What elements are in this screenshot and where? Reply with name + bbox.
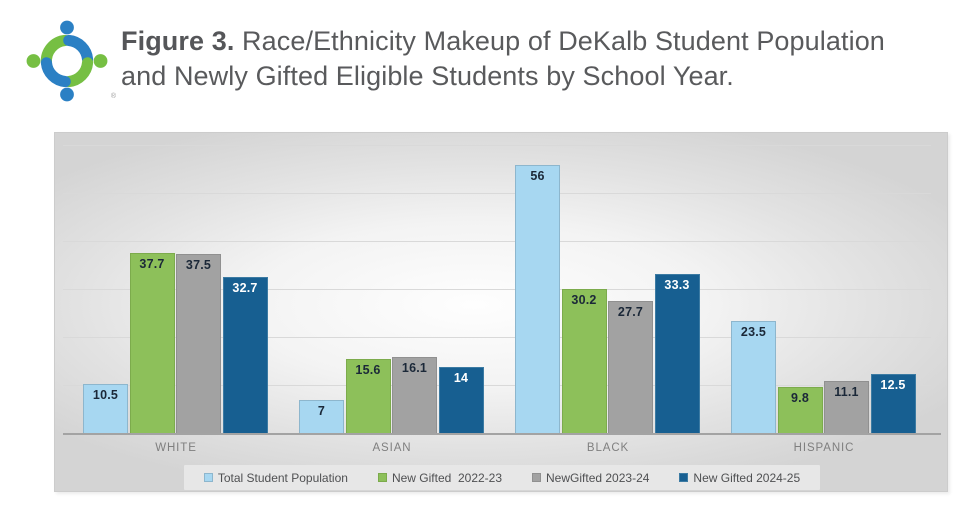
- pinwheel-logo-icon: [26, 20, 108, 102]
- bar-value-label: 11.1: [834, 384, 859, 399]
- bar-asian-series-1: 15.6: [345, 359, 391, 434]
- bar-asian-series-2: 16.1: [392, 356, 437, 434]
- bar-group-black: 56 30.2 27.7 33.3: [515, 133, 701, 434]
- bar-value-label: 23.5: [740, 325, 767, 340]
- bar-value-label: 16.1: [401, 360, 428, 375]
- figure-number-label: Figure 3.: [121, 26, 235, 56]
- bar-hispanic-series-2: 11.1: [824, 380, 869, 434]
- legend-label: Total Student Population: [217, 470, 348, 485]
- dekalb-schools-logo: ®: [24, 18, 116, 108]
- gridline-20: [63, 337, 931, 338]
- gridline-10: [63, 385, 931, 386]
- legend-label: New Gifted 2022-23: [391, 470, 503, 485]
- legend-label: New Gifted 2024-25: [693, 470, 801, 485]
- bar-asian-series-0: 7: [299, 400, 344, 434]
- bar-value-label: 15.6: [355, 363, 381, 378]
- legend: Total Student Population New Gifted 2022-…: [184, 465, 820, 490]
- bar-white-series-2: 37.5: [176, 254, 221, 434]
- bar-hispanic-series-3: 12.5: [870, 374, 916, 434]
- figure-title-text: Race/Ethnicity Makeup of DeKalb Student …: [121, 26, 885, 91]
- plot-area: 10.5 37.7 37.5 32.7 7 15.6 16.1 14 56 30.2 27.7 33.…: [63, 133, 937, 434]
- x-axis-label-black: BLACK: [586, 442, 630, 454]
- bar-value-label: 32.7: [232, 281, 258, 296]
- x-axis-label-asian: ASIAN: [372, 442, 412, 454]
- gridline-60: [63, 145, 931, 146]
- gridline-50: [63, 193, 931, 194]
- bar-black-series-1: 30.2: [561, 289, 607, 434]
- gridline-30: [63, 289, 931, 290]
- bar-black-series-3: 33.3: [654, 274, 700, 434]
- x-axis-line: [63, 433, 941, 435]
- bar-value-label: 9.8: [791, 390, 809, 405]
- bar-value-label: 12.5: [880, 378, 906, 392]
- legend-item-3: New Gifted 2024-25: [679, 471, 800, 485]
- bar-group-asian: 7 15.6 16.1 14: [299, 133, 485, 434]
- x-axis-label-hispanic: HISPANIC: [793, 442, 855, 454]
- bar-value-label: 14: [453, 370, 469, 385]
- bar-group-hispanic: 23.5 9.8 11.1 12.5: [731, 133, 917, 434]
- bar-white-series-0: 10.5: [83, 383, 128, 434]
- bar-white-series-3: 32.7: [222, 277, 268, 434]
- bar-black-series-2: 27.7: [608, 301, 653, 434]
- bar-value-label: 27.7: [617, 305, 644, 320]
- bar-hispanic-series-0: 23.5: [731, 321, 776, 434]
- bar-white-series-1: 37.7: [129, 253, 175, 434]
- bar-group-white: 10.5 37.7 37.5 32.7: [83, 133, 269, 434]
- bar-value-label: 37.5: [185, 258, 212, 272]
- legend-label: NewGifted 2023-24: [546, 470, 650, 485]
- bar-value-label: 56: [530, 169, 545, 184]
- bar-chart: 10.5 37.7 37.5 32.7 7 15.6 16.1 14 56 30.2 27.7 33.…: [54, 132, 948, 492]
- registered-trademark: ®: [110, 93, 116, 100]
- legend-swatch-icon: [679, 473, 689, 482]
- bar-hispanic-series-1: 9.8: [777, 386, 823, 434]
- legend-item-0: Total Student Population: [203, 470, 348, 485]
- bar-value-label: 10.5: [92, 387, 119, 402]
- x-axis-label-white: WHITE: [155, 442, 197, 454]
- bar-value-label: 7: [317, 404, 326, 419]
- bar-value-label: 33.3: [664, 278, 690, 293]
- bar-asian-series-3: 14: [438, 366, 484, 434]
- figure-title: Figure 3. Race/Ethnicity Makeup of DeKal…: [121, 24, 936, 94]
- bar-black-series-0: 56: [515, 165, 560, 434]
- legend-item-1: New Gifted 2022-23: [377, 470, 503, 485]
- bar-value-label: 37.7: [139, 257, 165, 272]
- legend-swatch-icon: [203, 473, 213, 482]
- legend-swatch-icon: [377, 473, 387, 482]
- gridline-40: [63, 241, 931, 242]
- bar-value-label: 30.2: [571, 293, 597, 308]
- legend-swatch-icon: [532, 473, 542, 482]
- legend-item-2: NewGifted 2023-24: [532, 471, 649, 485]
